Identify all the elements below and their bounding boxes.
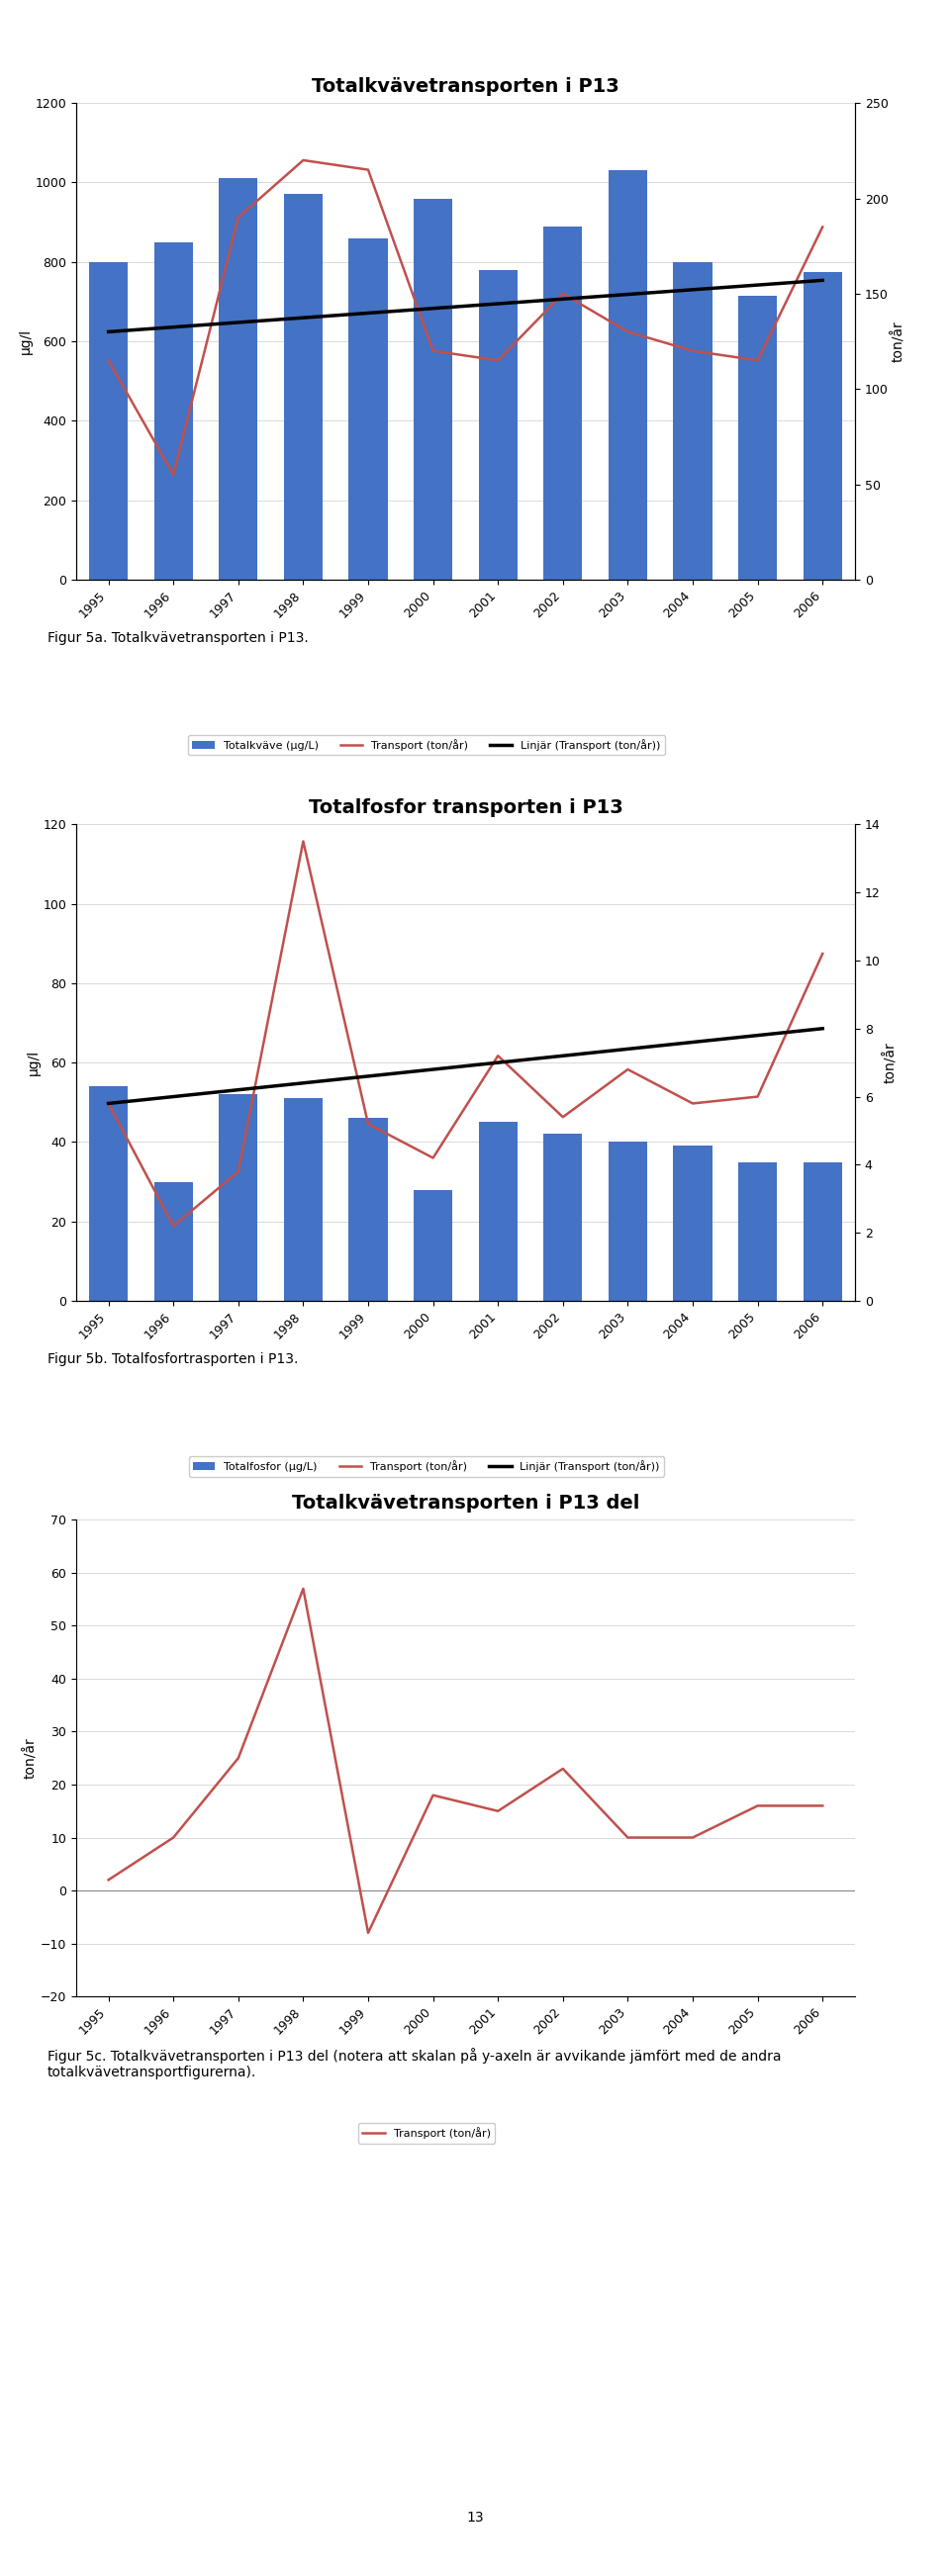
Y-axis label: ton/år: ton/år — [891, 319, 905, 363]
Legend: Transport (ton/år): Transport (ton/år) — [358, 2123, 495, 2143]
Bar — [219, 1095, 257, 1301]
Title: Totalkvävetransporten i P13: Totalkvävetransporten i P13 — [312, 77, 619, 95]
Legend: Totalfosfor (μg/L), Transport (ton/år), Linjär (Transport (ton/år)): Totalfosfor (μg/L), Transport (ton/år), … — [189, 1455, 664, 1476]
Bar — [479, 270, 518, 580]
Y-axis label: μg/l: μg/l — [18, 327, 32, 355]
Bar — [89, 263, 128, 580]
Bar — [803, 1162, 842, 1301]
Bar — [219, 178, 257, 580]
Title: Totalfosfor transporten i P13: Totalfosfor transporten i P13 — [309, 799, 622, 817]
Bar — [543, 227, 582, 580]
Bar — [349, 237, 388, 580]
Legend: Totalkväve (μg/L), Transport (ton/år), Linjär (Transport (ton/år)): Totalkväve (μg/L), Transport (ton/år), L… — [188, 734, 665, 755]
Y-axis label: ton/år: ton/år — [23, 1736, 38, 1780]
Bar — [803, 273, 842, 580]
Text: Figur 5c. Totalkvävetransporten i P13 del (notera att skalan på y-axeln är avvik: Figur 5c. Totalkvävetransporten i P13 de… — [48, 2048, 781, 2079]
Bar — [543, 1133, 582, 1301]
Text: Figur 5a. Totalkvävetransporten i P13.: Figur 5a. Totalkvävetransporten i P13. — [48, 631, 309, 644]
Bar — [608, 170, 647, 580]
Y-axis label: μg/l: μg/l — [27, 1048, 40, 1077]
Y-axis label: ton/år: ton/år — [884, 1041, 898, 1084]
Bar — [89, 1087, 128, 1301]
Bar — [479, 1123, 518, 1301]
Bar — [154, 242, 193, 580]
Title: Totalkvävetransporten i P13 del: Totalkvävetransporten i P13 del — [292, 1494, 639, 1512]
Bar — [738, 296, 777, 580]
Bar — [154, 1182, 193, 1301]
Bar — [674, 263, 712, 580]
Bar — [674, 1146, 712, 1301]
Bar — [738, 1162, 777, 1301]
Bar — [413, 1190, 452, 1301]
Bar — [284, 193, 323, 580]
Bar — [413, 198, 452, 580]
Bar — [608, 1141, 647, 1301]
Bar — [284, 1097, 323, 1301]
Text: Figur 5b. Totalfosfortrasporten i P13.: Figur 5b. Totalfosfortrasporten i P13. — [48, 1352, 298, 1365]
Bar — [349, 1118, 388, 1301]
Text: 13: 13 — [466, 2512, 484, 2524]
